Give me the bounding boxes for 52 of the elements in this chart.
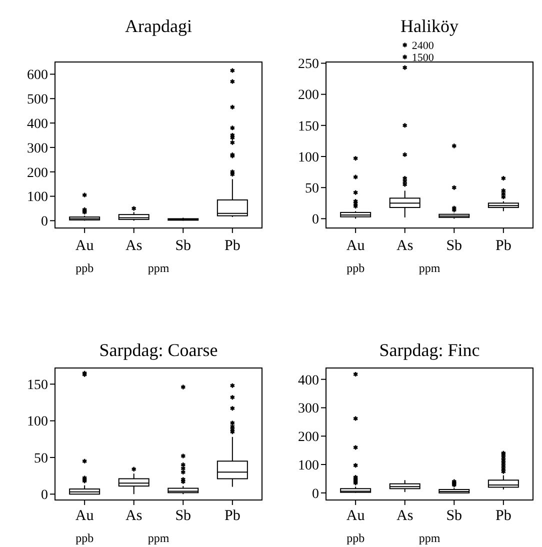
y-tick-label: 200 bbox=[298, 430, 319, 446]
y-tick-label: 50 bbox=[305, 181, 319, 196]
x-tick-label: As bbox=[126, 238, 142, 254]
chart-title: Haliköy bbox=[400, 16, 458, 36]
x-tick-label: Au bbox=[346, 238, 366, 254]
x-tick-label: Sb bbox=[175, 238, 192, 254]
chart-title: Arapdagi bbox=[125, 16, 192, 36]
y-tick-label: 400 bbox=[27, 116, 48, 132]
y-tick-label: 100 bbox=[27, 414, 48, 430]
text: ppb bbox=[346, 531, 365, 545]
y-tick-label: 250 bbox=[298, 57, 319, 72]
x-tick-label: Pb bbox=[224, 508, 240, 524]
chart-title: Sarpdag: Finc bbox=[379, 340, 480, 360]
y-tick-label: 150 bbox=[27, 378, 48, 394]
x-tick-label: As bbox=[396, 508, 414, 524]
x-tick-label: Au bbox=[75, 238, 94, 254]
y-tick-label: 200 bbox=[298, 88, 319, 104]
y-tick-label: 50 bbox=[34, 451, 48, 466]
y-tick-label: 400 bbox=[298, 373, 319, 388]
text: ppm bbox=[148, 531, 170, 545]
x-tick-label: As bbox=[126, 508, 142, 524]
y-tick-label: 100 bbox=[298, 150, 319, 166]
x-tick-label: Pb bbox=[224, 238, 240, 254]
y-tick-label: 600 bbox=[27, 68, 48, 84]
y-tick-label: 300 bbox=[298, 402, 319, 417]
y-tick-label: 300 bbox=[27, 141, 48, 156]
y-tick-label: 0 bbox=[312, 212, 319, 228]
x-tick-label: Pb bbox=[496, 238, 512, 254]
y-tick-label: 0 bbox=[312, 486, 319, 502]
text: ppm bbox=[418, 261, 441, 275]
x-tick-label: Sb bbox=[446, 508, 462, 524]
x-tick-label: Sb bbox=[446, 238, 462, 254]
annotation: 1500 bbox=[412, 52, 434, 64]
text: ppb bbox=[76, 531, 94, 545]
x-tick-label: Au bbox=[75, 508, 94, 524]
y-tick-label: 100 bbox=[27, 190, 48, 206]
y-tick-label: 0 bbox=[41, 214, 48, 230]
y-tick-label: 0 bbox=[41, 488, 48, 504]
text: ppm bbox=[148, 261, 170, 275]
y-tick-label: 100 bbox=[298, 458, 319, 474]
x-tick-label: Au bbox=[346, 508, 366, 524]
y-tick-label: 150 bbox=[298, 119, 319, 134]
y-tick-label: 500 bbox=[27, 92, 48, 108]
y-tick-label: 200 bbox=[27, 166, 48, 181]
x-tick-label: Pb bbox=[496, 508, 512, 524]
text: ppb bbox=[76, 261, 94, 275]
x-tick-label: As bbox=[396, 238, 414, 254]
text: ppm bbox=[418, 531, 441, 545]
x-tick-label: Sb bbox=[175, 508, 192, 524]
text: 2400 bbox=[412, 40, 434, 52]
chart-title: Sarpdag: Coarse bbox=[99, 340, 218, 360]
text: ppb bbox=[346, 261, 365, 275]
